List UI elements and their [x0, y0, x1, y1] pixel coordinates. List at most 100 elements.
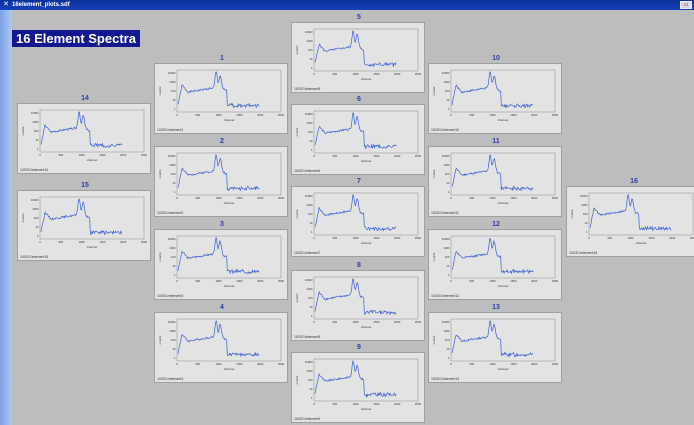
- spectrum-panel-3[interactable]: 3 10000 1000 100 10 1 counts 0 500 1000 1500 2000 25…: [154, 221, 288, 300]
- x-tick-label: 2500: [415, 320, 422, 324]
- panel-number: 14: [81, 95, 89, 102]
- panel-number: 4: [220, 304, 224, 311]
- x-tick-label: 1500: [510, 279, 517, 283]
- spectrum-panel-9[interactable]: 9 10000 1000 100 10 1 counts 0 500 1000 1500 2000 25…: [291, 344, 425, 423]
- x-tick-label: 2000: [531, 362, 538, 366]
- y-tick-label: 1000: [443, 246, 450, 250]
- x-tick-label: 1000: [352, 236, 359, 240]
- y-tick-label: 1000: [306, 121, 313, 125]
- plot-frame: [176, 152, 282, 196]
- x-tick-label: 2500: [552, 113, 559, 117]
- panel-number: 6: [357, 96, 361, 103]
- y-tick-label: 100: [583, 212, 588, 216]
- spectrum-panel-16[interactable]: 16 10000 1000 100 10 1 counts 0 500 1000 1500 2000 2…: [566, 178, 694, 257]
- x-tick-label: 1000: [215, 362, 222, 366]
- spectrum-panel-15[interactable]: 15 10000 1000 100 10 1 counts 0 500 1000 1500 2000 2…: [17, 182, 151, 261]
- plot-frame: [313, 276, 419, 320]
- y-tick-label: 10: [35, 225, 39, 229]
- panel-number: 9: [357, 344, 361, 351]
- x-tick-label: 1500: [510, 113, 517, 117]
- y-tick-label: 1000: [306, 369, 313, 373]
- y-tick-label: 10000: [168, 237, 176, 241]
- y-tick-label: 10: [172, 347, 176, 351]
- x-axis-label: channel: [87, 245, 98, 249]
- x-tick-label: 2500: [552, 196, 559, 200]
- y-tick-label: 1000: [169, 163, 176, 167]
- x-tick-label: 2000: [669, 236, 676, 240]
- x-tick-label: 2500: [415, 154, 422, 158]
- y-tick-label: 10000: [305, 360, 313, 364]
- x-axis-label: channel: [361, 77, 372, 81]
- y-tick-label: 1: [311, 396, 313, 400]
- spectrum-panel-4[interactable]: 4 10000 1000 100 10 1 counts 0 500 1000 1500 2000 25…: [154, 304, 288, 383]
- spectrum-panel-2[interactable]: 2 10000 1000 100 10 1 counts 0 500 1000 1500 2000 25…: [154, 138, 288, 217]
- x-tick-label: 1500: [373, 72, 380, 76]
- x-axis-label: channel: [498, 118, 509, 122]
- x-tick-label: 500: [332, 402, 337, 406]
- y-tick-label: 10: [446, 181, 450, 185]
- spectrum-panel-11[interactable]: 11 10000 1000 100 10 1 counts 0 500 1000 1500 2000 2…: [428, 138, 562, 217]
- panel-number: 11: [492, 138, 500, 145]
- x-tick-label: 0: [313, 320, 315, 324]
- spectrum-panel-12[interactable]: 12 10000 1000 100 10 1 counts 0 500 1000 1500 2000 2…: [428, 221, 562, 300]
- y-axis-label: counts: [158, 86, 162, 95]
- y-tick-label: 10: [35, 138, 39, 142]
- y-tick-label: 100: [445, 255, 450, 259]
- y-tick-label: 10000: [305, 30, 313, 34]
- panel-number: 10: [492, 55, 500, 62]
- spectrum-panel-10[interactable]: 10 10000 1000 100 10 1 counts 0 500 1000 1500 2000 2…: [428, 55, 562, 134]
- panel-source-label: 10GE1/element14: [20, 168, 49, 172]
- spectrum-plot: 10000 1000 100 10 1 counts 0 500 1000 1500 2000 250…: [158, 318, 285, 371]
- y-tick-label: 10: [172, 264, 176, 268]
- x-tick-label: 1500: [236, 362, 243, 366]
- spectrum-panel-1[interactable]: 1 10000 1000 100 10 1 counts 0 500 1000 1500 2000 25…: [154, 55, 288, 134]
- x-tick-label: 2000: [394, 402, 401, 406]
- x-tick-label: 0: [450, 196, 452, 200]
- x-tick-label: 2000: [120, 153, 127, 157]
- y-axis-label: counts: [295, 375, 299, 384]
- panel-source-label: 10GE1/element6: [294, 169, 321, 173]
- x-axis-label: channel: [498, 201, 509, 205]
- y-tick-label: 10000: [168, 320, 176, 324]
- panel-number: 8: [357, 262, 361, 269]
- spectrum-trace: [40, 111, 123, 148]
- y-axis-label: counts: [295, 45, 299, 54]
- y-axis-label: counts: [432, 252, 436, 261]
- x-tick-label: 1000: [352, 320, 359, 324]
- plot-frame: [313, 358, 419, 402]
- spectrum-panel-14[interactable]: 14 10000 1000 100 10 1 counts 0 500 1000 1500 2000 2…: [17, 95, 151, 174]
- panel-number: 15: [81, 182, 89, 189]
- x-tick-label: 2500: [278, 113, 285, 117]
- y-tick-label: 10: [172, 98, 176, 102]
- panel-number: 12: [492, 221, 500, 228]
- y-tick-label: 1: [586, 230, 588, 234]
- y-tick-label: 10: [309, 139, 313, 143]
- y-tick-label: 1000: [32, 120, 39, 124]
- spectrum-panel-5[interactable]: 5 10000 1000 100 10 1 counts 0 500 1000 1500 2000 25…: [291, 14, 425, 93]
- spectrum-trace: [451, 71, 534, 109]
- panel-number: 1: [220, 55, 224, 62]
- y-tick-label: 10000: [442, 71, 450, 75]
- plot-frame: [450, 152, 556, 196]
- window-control-button[interactable]: ▭: [680, 1, 692, 9]
- spectrum-plot: 10000 1000 100 10 1 counts 0 500 1000 1500 2000 250…: [432, 152, 559, 205]
- spectrum-panel-8[interactable]: 8 10000 1000 100 10 1 counts 0 500 1000 1500 2000 25…: [291, 262, 425, 341]
- x-tick-label: 2500: [552, 279, 559, 283]
- y-tick-label: 100: [171, 89, 176, 93]
- x-tick-label: 500: [469, 362, 474, 366]
- x-tick-label: 2500: [278, 279, 285, 283]
- x-tick-label: 1500: [648, 236, 655, 240]
- y-tick-label: 100: [171, 338, 176, 342]
- spectrum-panel-7[interactable]: 7 10000 1000 100 10 1 counts 0 500 1000 1500 2000 25…: [291, 178, 425, 257]
- spectrum-panel-13[interactable]: 13 10000 1000 100 10 1 counts 0 500 1000 1500 2000 2…: [428, 304, 562, 383]
- plot-frame: [39, 196, 145, 240]
- x-tick-label: 0: [313, 72, 315, 76]
- plot-frame: [39, 109, 145, 153]
- window-titlebar[interactable]: ✕ 16element_plots.sdf ▭: [0, 0, 694, 10]
- spectrum-panel-6[interactable]: 6 10000 1000 100 10 1 counts 0 500 1000 1500 2000 25…: [291, 96, 425, 175]
- x-tick-label: 2000: [257, 362, 264, 366]
- spectrum-plot: 10000 1000 100 10 1 counts 0 500 1000 1500 2000 250…: [158, 152, 285, 205]
- spectrum-plot: 10000 1000 100 10 1 counts 0 500 1000 1500 2000 250…: [432, 69, 559, 122]
- x-tick-label: 0: [313, 402, 315, 406]
- y-tick-label: 10: [309, 57, 313, 61]
